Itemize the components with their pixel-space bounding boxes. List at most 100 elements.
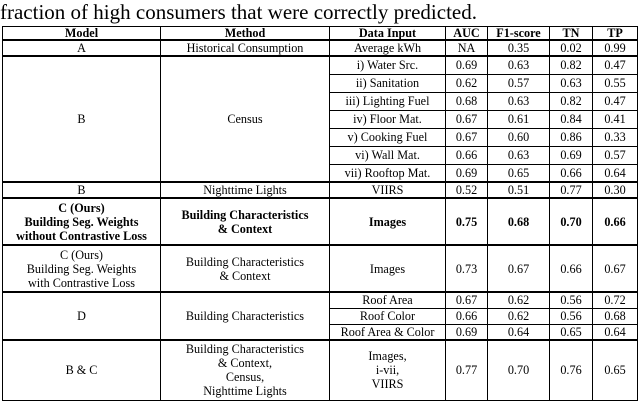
cell-method: Census	[160, 55, 330, 183]
cell-method-line: Building Characteristics	[185, 342, 305, 357]
cell-method: Historical Consumption	[160, 39, 330, 57]
cell-input: Roof Area & Color	[329, 323, 446, 341]
cell-tp: 0.99	[592, 39, 638, 57]
table-row: B & C Building Characteristics & Context…	[2, 339, 638, 401]
cell-auc: 0.69	[445, 163, 488, 183]
cell-auc: 0.67	[445, 291, 488, 309]
cell-method-line: Nighttime Lights	[203, 384, 287, 399]
header-data-input: Data Input	[329, 26, 446, 41]
cell-method-line: Census,	[225, 370, 265, 385]
cell-tn: 0.63	[549, 73, 593, 93]
cell-f1: 0.62	[487, 291, 550, 309]
cell-model: D	[2, 291, 161, 341]
cell-tn: 0.66	[549, 244, 593, 293]
cell-f1: 0.60	[487, 127, 550, 147]
cell-auc: 0.67	[445, 109, 488, 129]
cell-tp: 0.65	[592, 339, 638, 401]
cell-tp: 0.30	[592, 181, 638, 199]
cell-tn: 0.65	[549, 323, 593, 341]
cell-auc: 0.69	[445, 55, 488, 75]
cell-auc: 0.75	[445, 197, 488, 246]
cell-input: VIIRS	[329, 181, 446, 199]
cell-tp: 0.66	[592, 197, 638, 246]
cell-tn: 0.56	[549, 307, 593, 325]
cell-input: Average kWh	[329, 39, 446, 57]
cell-tp: 0.67	[592, 244, 638, 293]
header-auc: AUC	[445, 26, 488, 41]
cell-model-line: with Contrastive Loss	[28, 275, 135, 290]
cell-tp: 0.64	[592, 323, 638, 341]
cell-auc: NA	[445, 39, 488, 57]
cell-tp: 0.41	[592, 109, 638, 129]
cell-tp: 0.47	[592, 91, 638, 111]
cell-auc: 0.77	[445, 339, 488, 401]
cell-input-line: i-vii,	[375, 363, 400, 378]
cell-tp: 0.47	[592, 55, 638, 75]
cell-tp: 0.55	[592, 73, 638, 93]
cell-input: ii) Sanitation	[329, 73, 446, 93]
cell-auc: 0.66	[445, 307, 488, 325]
cell-input: vi) Wall Mat.	[329, 145, 446, 165]
cell-input: Roof Color	[329, 307, 446, 325]
cell-method: Building Characteristics & Context	[160, 197, 330, 246]
cell-tn: 0.82	[549, 55, 593, 75]
cell-f1: 0.65	[487, 163, 550, 183]
cell-tn: 0.77	[549, 181, 593, 199]
cell-model-line: C (Ours)	[60, 247, 103, 262]
cell-input: Images	[329, 244, 446, 293]
cell-tp: 0.57	[592, 145, 638, 165]
cell-model: B & C	[2, 339, 161, 401]
cell-f1: 0.62	[487, 307, 550, 325]
cell-auc: 0.62	[445, 73, 488, 93]
cell-tn: 0.56	[549, 291, 593, 309]
cell-auc: 0.73	[445, 244, 488, 293]
cell-model: C (Ours) Building Seg. Weights without C…	[2, 197, 161, 246]
cell-tp: 0.33	[592, 127, 638, 147]
cell-f1: 0.63	[487, 145, 550, 165]
cell-auc: 0.69	[445, 323, 488, 341]
cell-f1: 0.70	[487, 339, 550, 401]
header-row: Model Method Data Input AUC F1-score TN …	[2, 26, 638, 41]
cell-method-line: Building Characteristics	[181, 207, 309, 222]
table-row: vi) Wall Mat. 0.66 0.63 0.69 0.57	[3, 145, 638, 165]
cell-f1: 0.57	[487, 73, 550, 93]
cell-model-line: C (Ours)	[58, 200, 105, 215]
cell-tp: 0.68	[592, 307, 638, 325]
cell-input: iii) Lighting Fuel	[329, 91, 446, 111]
cell-f1: 0.64	[487, 323, 550, 341]
header-f1: F1-score	[487, 26, 550, 41]
cell-tn: 0.69	[549, 145, 593, 165]
cell-method: Building Characteristics & Context, Cens…	[160, 339, 330, 401]
table-row: B Census i) Water Src. 0.69 0.63 0.82 0.…	[2, 55, 638, 183]
cell-input-line: Images,	[368, 349, 407, 364]
cell-tn: 0.86	[549, 127, 593, 147]
table-row: A Historical Consumption Average kWh NA …	[2, 39, 638, 57]
header-tn: TN	[549, 26, 593, 41]
cell-method-line: & Context,	[217, 356, 273, 371]
table-row: B Nighttime Lights VIIRS 0.52 0.51 0.77 …	[2, 181, 638, 199]
header-model: Model	[2, 26, 161, 41]
cell-input: iv) Floor Mat.	[329, 109, 446, 129]
cell-model-line: Building Seg. Weights	[24, 214, 139, 229]
cell-auc: 0.52	[445, 181, 488, 199]
cell-tn: 0.02	[549, 39, 593, 57]
cell-model: C (Ours) Building Seg. Weights with Cont…	[2, 244, 161, 293]
table-row: C (Ours) Building Seg. Weights with Cont…	[2, 244, 638, 293]
cell-tp: 0.64	[592, 163, 638, 183]
cell-auc: 0.67	[445, 127, 488, 147]
cell-model: A	[2, 39, 161, 57]
table-caption: fraction of high consumers that were cor…	[0, 0, 477, 24]
cell-tp: 0.72	[592, 291, 638, 309]
cell-input: vii) Rooftop Mat.	[329, 163, 446, 183]
cell-f1: 0.63	[487, 91, 550, 111]
table-row: vii) Rooftop Mat. 0.69 0.65 0.66 0.64	[3, 163, 638, 183]
cell-f1: 0.67	[487, 244, 550, 293]
cell-input: Images	[329, 197, 446, 246]
cell-input-line: VIIRS	[371, 377, 404, 392]
cell-tn: 0.76	[549, 339, 593, 401]
table-row: D Building Characteristics Roof Area 0.6…	[2, 291, 638, 341]
cell-tn: 0.84	[549, 109, 593, 129]
cell-f1: 0.51	[487, 181, 550, 199]
cell-auc: 0.68	[445, 91, 488, 111]
cell-input: Images, i-vii, VIIRS	[329, 339, 446, 401]
